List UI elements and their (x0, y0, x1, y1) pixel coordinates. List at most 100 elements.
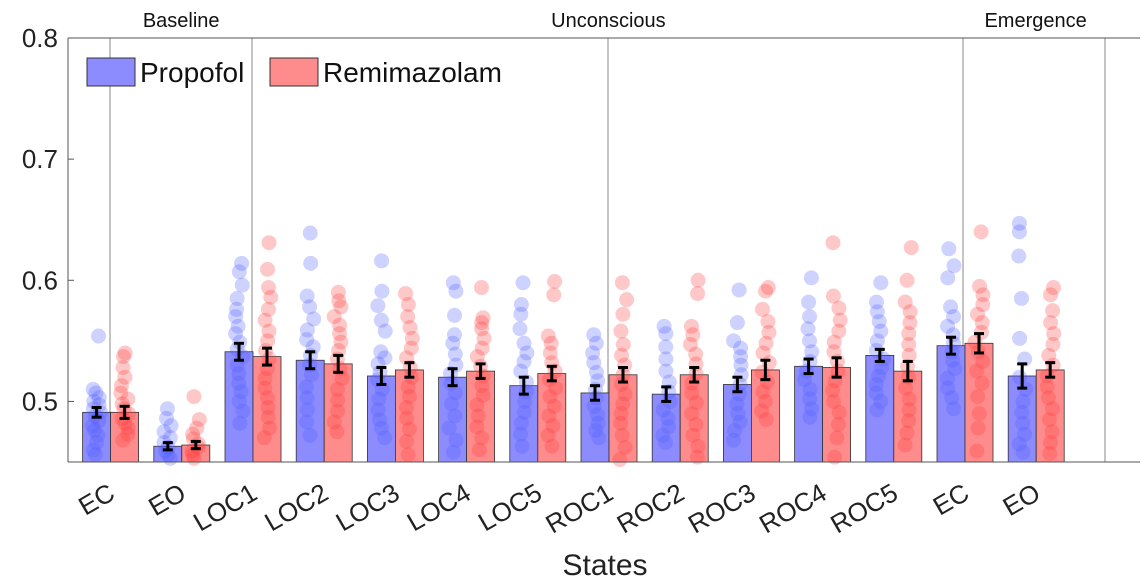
x-category-label-12: EC (928, 477, 974, 521)
point-propofol-9 (733, 349, 749, 365)
point-remimazolam-4 (401, 389, 417, 405)
point-remimazolam-8 (688, 395, 704, 411)
point-remimazolam-7 (617, 386, 633, 402)
point-propofol-8 (655, 427, 671, 443)
point-propofol-5 (447, 346, 463, 362)
point-propofol-8 (658, 339, 674, 355)
point-remimazolam-13 (1045, 280, 1061, 296)
point-propofol-12 (940, 380, 956, 396)
point-remimazolam-1 (185, 447, 201, 463)
point-remimazolam-10 (826, 344, 842, 360)
x-category-label-8: ROC2 (612, 477, 690, 539)
point-propofol-8 (658, 351, 674, 367)
point-propofol-2 (230, 318, 246, 334)
point-remimazolam-6 (544, 438, 560, 454)
point-remimazolam-5 (469, 419, 485, 435)
point-remimazolam-9 (755, 345, 771, 361)
point-propofol-6 (516, 404, 532, 420)
point-remimazolam-8 (684, 385, 700, 401)
point-remimazolam-12 (975, 287, 991, 303)
point-remimazolam-8 (690, 438, 706, 454)
error-bars (91, 332, 1056, 452)
point-propofol-11 (873, 275, 889, 291)
point-remimazolam-0 (120, 426, 136, 442)
point-propofol-2 (228, 326, 244, 342)
point-remimazolam-4 (400, 309, 416, 325)
point-propofol-3 (302, 299, 318, 315)
point-remimazolam-0 (116, 349, 132, 365)
point-remimazolam-2 (262, 420, 278, 436)
point-propofol-10 (802, 381, 818, 397)
section-label-1: Unconscious (551, 10, 666, 32)
point-propofol-0 (85, 418, 101, 434)
point-remimazolam-13 (1045, 303, 1061, 319)
point-remimazolam-6 (540, 328, 556, 344)
point-propofol-5 (441, 420, 457, 436)
point-propofol-8 (660, 410, 676, 426)
point-remimazolam-13 (1041, 390, 1057, 406)
point-remimazolam-11 (899, 425, 915, 441)
bar-remimazolam-8 (679, 374, 709, 463)
point-propofol-9 (730, 406, 746, 422)
point-remimazolam-0 (113, 385, 129, 401)
point-remimazolam-4 (400, 379, 416, 395)
point-remimazolam-8 (684, 406, 700, 422)
point-propofol-2 (234, 255, 250, 271)
point-remimazolam-7 (615, 336, 631, 352)
point-propofol-9 (731, 282, 747, 298)
point-remimazolam-8 (683, 336, 699, 352)
point-propofol-4 (373, 312, 389, 328)
point-remimazolam-11 (901, 336, 917, 352)
point-propofol-4 (374, 283, 390, 299)
point-propofol-13 (1012, 330, 1028, 346)
point-remimazolam-9 (760, 313, 776, 329)
point-remimazolam-11 (902, 315, 918, 331)
point-propofol-6 (514, 438, 530, 454)
point-propofol-10 (802, 409, 818, 425)
point-remimazolam-0 (120, 420, 136, 436)
point-remimazolam-13 (1043, 315, 1059, 331)
point-remimazolam-9 (758, 412, 774, 428)
bar-propofol-3 (295, 359, 325, 463)
point-remimazolam-4 (400, 447, 416, 463)
point-propofol-4 (370, 402, 386, 418)
point-remimazolam-6 (547, 273, 563, 289)
point-remimazolam-4 (401, 421, 417, 437)
point-propofol-2 (235, 403, 251, 419)
point-propofol-3 (299, 390, 315, 406)
point-remimazolam-2 (260, 261, 276, 277)
point-remimazolam-12 (970, 420, 986, 436)
point-remimazolam-11 (903, 240, 919, 256)
point-remimazolam-1 (186, 450, 202, 466)
point-remimazolam-5 (473, 280, 489, 296)
point-propofol-6 (513, 297, 529, 313)
point-remimazolam-3 (330, 392, 346, 408)
point-propofol-4 (374, 420, 390, 436)
y-ticks: 0.5 0.6 0.7 0.8 (22, 23, 74, 416)
point-propofol-0 (85, 442, 101, 458)
point-remimazolam-9 (755, 384, 771, 400)
point-remimazolam-4 (402, 320, 418, 336)
point-remimazolam-3 (330, 284, 346, 300)
point-propofol-13 (1015, 415, 1031, 431)
point-propofol-6 (512, 321, 528, 337)
point-remimazolam-11 (898, 380, 914, 396)
point-remimazolam-8 (688, 416, 704, 432)
point-remimazolam-1 (189, 420, 205, 436)
point-propofol-13 (1011, 224, 1027, 240)
point-propofol-7 (589, 407, 605, 423)
point-remimazolam-5 (474, 378, 490, 394)
point-propofol-1 (156, 424, 172, 440)
point-remimazolam-13 (1044, 424, 1060, 440)
point-remimazolam-3 (333, 334, 349, 350)
point-propofol-3 (299, 379, 315, 395)
point-propofol-8 (655, 402, 671, 418)
point-remimazolam-10 (825, 235, 841, 251)
point-propofol-0 (89, 435, 105, 451)
point-remimazolam-5 (475, 387, 491, 403)
bar-propofol-7 (580, 392, 610, 463)
point-remimazolam-11 (901, 402, 917, 418)
point-remimazolam-10 (827, 449, 843, 465)
y-tick-label-0: 0.5 (22, 386, 58, 416)
point-remimazolam-2 (257, 312, 273, 328)
